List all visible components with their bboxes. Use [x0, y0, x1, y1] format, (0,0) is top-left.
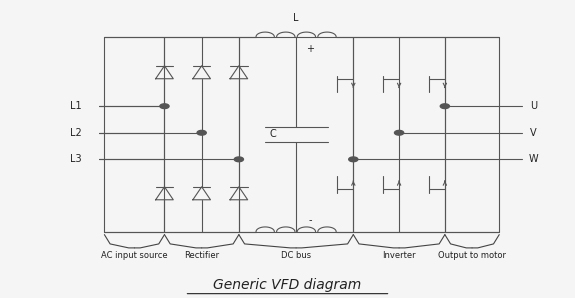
Circle shape	[197, 131, 206, 135]
Circle shape	[234, 157, 243, 162]
Text: L1: L1	[70, 101, 82, 111]
Text: DC bus: DC bus	[281, 251, 311, 260]
Text: L: L	[293, 13, 299, 23]
Text: AC input source: AC input source	[101, 251, 168, 260]
Text: V: V	[530, 128, 537, 138]
Text: L3: L3	[70, 154, 82, 164]
Text: Rectifier: Rectifier	[184, 251, 219, 260]
Text: -: -	[309, 215, 312, 225]
Text: Inverter: Inverter	[382, 251, 416, 260]
Text: C: C	[270, 129, 277, 139]
Circle shape	[348, 157, 358, 162]
Text: U: U	[530, 101, 537, 111]
Text: Output to motor: Output to motor	[438, 251, 506, 260]
Text: L2: L2	[70, 128, 82, 138]
Circle shape	[394, 131, 404, 135]
Circle shape	[440, 104, 450, 108]
Text: +: +	[306, 44, 315, 54]
Text: Generic VFD diagram: Generic VFD diagram	[213, 278, 362, 292]
Circle shape	[160, 104, 169, 108]
Text: W: W	[529, 154, 538, 164]
